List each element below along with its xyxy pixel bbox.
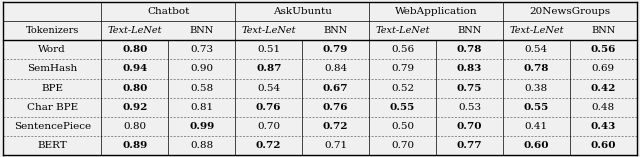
Text: Text-LeNet: Text-LeNet [241, 26, 296, 35]
Text: BNN: BNN [189, 26, 214, 35]
Text: 0.38: 0.38 [525, 84, 548, 93]
Text: 0.60: 0.60 [591, 141, 616, 150]
Text: 0.54: 0.54 [257, 84, 280, 93]
Text: 0.73: 0.73 [190, 45, 213, 54]
Text: 0.67: 0.67 [323, 84, 348, 93]
Text: 0.56: 0.56 [391, 45, 414, 54]
Text: BNN: BNN [458, 26, 482, 35]
Text: SentencePiece: SentencePiece [13, 122, 91, 131]
Text: 0.79: 0.79 [323, 45, 348, 54]
Text: 0.90: 0.90 [190, 64, 213, 73]
Text: 0.94: 0.94 [122, 64, 147, 73]
Text: WebApplication: WebApplication [395, 7, 477, 16]
Text: 0.55: 0.55 [524, 103, 549, 112]
Text: 0.76: 0.76 [323, 103, 348, 112]
Text: 0.84: 0.84 [324, 64, 348, 73]
Text: 0.51: 0.51 [257, 45, 280, 54]
Text: 0.92: 0.92 [122, 103, 148, 112]
Text: SemHash: SemHash [27, 64, 77, 73]
Text: 0.60: 0.60 [524, 141, 549, 150]
Text: 0.80: 0.80 [122, 45, 148, 54]
Text: 0.78: 0.78 [524, 64, 549, 73]
Text: Chatbot: Chatbot [147, 7, 189, 16]
Text: 0.76: 0.76 [256, 103, 282, 112]
Text: Word: Word [38, 45, 66, 54]
Text: 0.99: 0.99 [189, 122, 214, 131]
Text: AskUbuntu: AskUbuntu [273, 7, 332, 16]
Text: 0.88: 0.88 [190, 141, 213, 150]
Text: 0.70: 0.70 [257, 122, 280, 131]
Text: Text-LeNet: Text-LeNet [375, 26, 430, 35]
Text: 0.71: 0.71 [324, 141, 348, 150]
Text: 20NewsGroups: 20NewsGroups [529, 7, 611, 16]
Text: 0.75: 0.75 [457, 84, 482, 93]
Text: 0.72: 0.72 [256, 141, 282, 150]
Text: 0.80: 0.80 [122, 84, 148, 93]
Text: 0.81: 0.81 [190, 103, 213, 112]
Text: 0.70: 0.70 [391, 141, 414, 150]
Text: BNN: BNN [591, 26, 616, 35]
Text: 0.54: 0.54 [525, 45, 548, 54]
Text: 0.78: 0.78 [457, 45, 482, 54]
Text: 0.50: 0.50 [391, 122, 414, 131]
Text: 0.56: 0.56 [591, 45, 616, 54]
Text: 0.43: 0.43 [591, 122, 616, 131]
Text: Char BPE: Char BPE [27, 103, 78, 112]
Text: BERT: BERT [37, 141, 67, 150]
Text: 0.42: 0.42 [591, 84, 616, 93]
Text: Text-LeNet: Text-LeNet [108, 26, 162, 35]
Text: 0.79: 0.79 [391, 64, 414, 73]
Text: 0.87: 0.87 [256, 64, 282, 73]
Text: BPE: BPE [42, 84, 63, 93]
Text: 0.55: 0.55 [390, 103, 415, 112]
Text: 0.69: 0.69 [592, 64, 615, 73]
Text: 0.80: 0.80 [124, 122, 147, 131]
Text: 0.70: 0.70 [457, 122, 483, 131]
Text: 0.89: 0.89 [122, 141, 147, 150]
Text: BNN: BNN [323, 26, 348, 35]
Text: 0.77: 0.77 [457, 141, 483, 150]
Text: Tokenizers: Tokenizers [26, 26, 79, 35]
Text: 0.83: 0.83 [457, 64, 482, 73]
Text: Text-LeNet: Text-LeNet [509, 26, 564, 35]
Text: 0.72: 0.72 [323, 122, 348, 131]
Text: 0.58: 0.58 [190, 84, 213, 93]
Text: 0.52: 0.52 [391, 84, 414, 93]
Text: 0.48: 0.48 [592, 103, 615, 112]
Text: 0.53: 0.53 [458, 103, 481, 112]
Text: 0.41: 0.41 [525, 122, 548, 131]
